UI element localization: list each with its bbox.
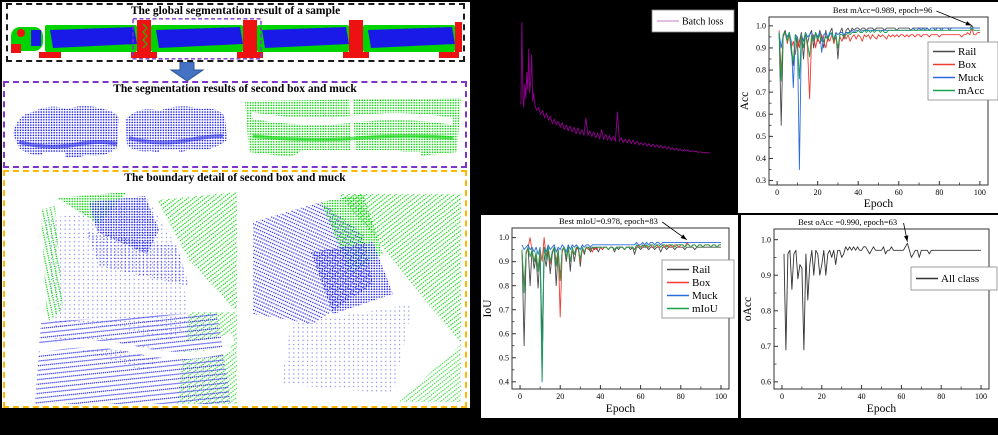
- svg-text:0.5: 0.5: [499, 353, 509, 362]
- svg-text:0.5: 0.5: [756, 132, 766, 141]
- svg-text:20: 20: [818, 392, 826, 401]
- svg-text:1.0: 1.0: [761, 235, 771, 244]
- boundary-detail-title: The boundary detail of second box and mu…: [124, 172, 346, 184]
- svg-text:0: 0: [775, 188, 779, 197]
- batch_loss-plot: Batch loss: [520, 9, 735, 154]
- svg-text:Epoch: Epoch: [606, 403, 636, 415]
- svg-text:Muck: Muck: [958, 72, 984, 84]
- batch-loss-chart: Batch loss: [470, 0, 738, 215]
- svg-text:All class: All class: [941, 273, 979, 285]
- svg-text:80: 80: [677, 392, 685, 401]
- legend: All class: [910, 266, 998, 291]
- box-pointcloud: [245, 98, 461, 166]
- svg-text:mAcc: mAcc: [958, 85, 984, 97]
- svg-text:40: 40: [858, 392, 866, 401]
- svg-text:80: 80: [937, 392, 945, 401]
- series-all-class: [783, 242, 981, 351]
- svg-text:IoU: IoU: [482, 299, 494, 318]
- train-cars: [45, 25, 455, 52]
- svg-text:60: 60: [637, 392, 645, 401]
- iou-plot: 0 20 40 60 80 100 0.4 0.5 0.6 0.7 0.8 0.9 1.0 Epoch Io…: [482, 216, 735, 415]
- svg-text:60: 60: [895, 188, 903, 197]
- svg-text:100: 100: [974, 188, 986, 197]
- svg-text:0.8: 0.8: [761, 306, 771, 315]
- iou-chart: 0 20 40 60 80 100 0.4 0.5 0.6 0.7 0.8 0.9 1.0 Epoch Io…: [481, 215, 738, 418]
- segmentation-panel: The global segmentation result of a samp…: [2, 2, 470, 408]
- svg-text:40: 40: [854, 188, 862, 197]
- svg-text:0: 0: [780, 392, 784, 401]
- svg-text:100: 100: [975, 392, 987, 401]
- svg-text:0.8: 0.8: [756, 66, 766, 75]
- svg-text:Batch loss: Batch loss: [682, 17, 723, 28]
- svg-text:40: 40: [596, 392, 604, 401]
- second-seg-title: The segmentation results of second box a…: [113, 83, 357, 95]
- series-muck: [521, 241, 721, 383]
- svg-text:Rail: Rail: [692, 264, 710, 276]
- svg-text:oAcc: oAcc: [742, 297, 754, 321]
- second-box-highlight: [132, 18, 262, 60]
- series-muck: [778, 27, 980, 170]
- train-pointcloud: [11, 18, 462, 60]
- svg-text:100: 100: [715, 392, 727, 401]
- svg-text:0.9: 0.9: [761, 271, 771, 280]
- global-seg-title: The global segmentation result of a samp…: [130, 5, 341, 17]
- boundary-detail-right: [253, 194, 461, 402]
- global-seg-section: The global segmentation result of a samp…: [6, 3, 465, 62]
- svg-text:0.8: 0.8: [499, 281, 509, 290]
- svg-text:0.4: 0.4: [499, 377, 509, 386]
- series-macc: [778, 27, 980, 82]
- svg-text:60: 60: [897, 392, 905, 401]
- series-miou: [521, 244, 721, 380]
- muck-pointcloud: [13, 106, 227, 166]
- svg-text:1.0: 1.0: [499, 233, 509, 242]
- svg-text:0.4: 0.4: [756, 154, 766, 163]
- oacc-plot: 0 20 40 60 80 100 0.6 0.7 0.8 0.9 1.0 Epoch oAcc All …: [742, 217, 998, 415]
- svg-text:Epoch: Epoch: [864, 198, 894, 210]
- svg-text:mIoU: mIoU: [692, 303, 718, 315]
- svg-text:0.6: 0.6: [499, 329, 509, 338]
- svg-text:80: 80: [935, 188, 943, 197]
- svg-text:Box: Box: [958, 59, 977, 71]
- svg-text:0.7: 0.7: [756, 88, 766, 97]
- svg-text:0: 0: [518, 392, 522, 401]
- svg-text:20: 20: [814, 188, 822, 197]
- best-annotation: Best oAcc =0.990, epoch=63: [798, 217, 897, 227]
- acc-chart: 0 20 40 60 80 100 0.3 0.4 0.5 0.6 0.7 0.8 0.9 1.0 Epoc…: [738, 2, 998, 213]
- svg-text:0.3: 0.3: [756, 176, 766, 185]
- down-arrow-icon: [169, 62, 205, 81]
- legend: Batch loss: [651, 9, 735, 33]
- acc-plot: 0 20 40 60 80 100 0.3 0.4 0.5 0.6 0.7 0.8 0.9 1.0 Epoc…: [739, 5, 998, 210]
- svg-text:Epoch: Epoch: [867, 403, 897, 415]
- series-batch-loss: [520, 22, 710, 154]
- svg-text:0.7: 0.7: [761, 342, 771, 351]
- second-seg-section: The segmentation results of second box a…: [3, 81, 467, 168]
- svg-text:Rail: Rail: [958, 46, 976, 58]
- svg-text:0.6: 0.6: [756, 110, 766, 119]
- svg-text:Acc: Acc: [739, 92, 751, 111]
- svg-text:0.9: 0.9: [756, 44, 766, 53]
- oacc-chart: 0 20 40 60 80 100 0.6 0.7 0.8 0.9 1.0 Epoch oAcc All …: [741, 215, 998, 418]
- svg-text:0.6: 0.6: [761, 377, 771, 386]
- svg-text:0.9: 0.9: [499, 257, 509, 266]
- boundary-detail-section: The boundary detail of second box and mu…: [3, 170, 467, 408]
- svg-text:20: 20: [556, 392, 564, 401]
- train-couplers: [39, 20, 462, 58]
- best-annotation: Best mIoU=0.978, epoch=83: [559, 216, 658, 226]
- best-annotation: Best mAcc=0.989, epoch=96: [833, 5, 932, 15]
- boundary-detail-left: [33, 192, 237, 404]
- svg-text:Box: Box: [692, 277, 711, 289]
- svg-text:0.7: 0.7: [499, 305, 509, 314]
- svg-text:1.0: 1.0: [756, 21, 766, 30]
- svg-text:Muck: Muck: [692, 290, 718, 302]
